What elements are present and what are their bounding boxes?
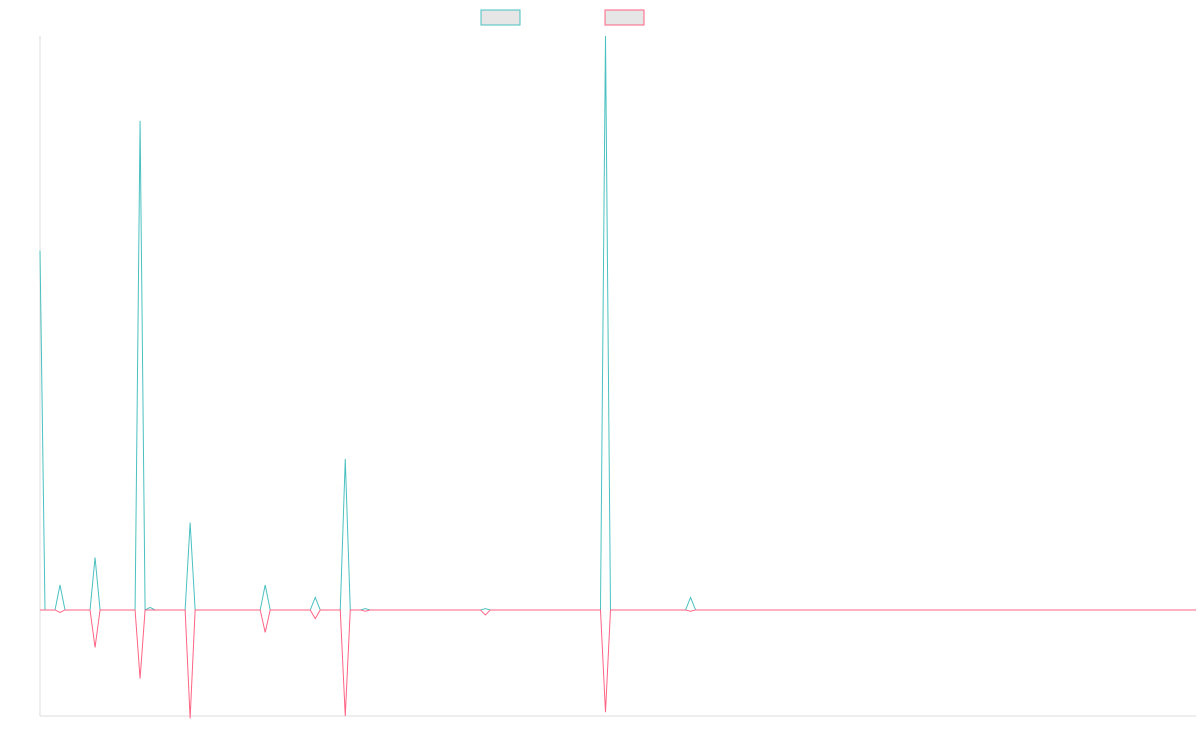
series-line-2 — [40, 609, 1196, 719]
legend-swatch-2[interactable] — [604, 9, 645, 26]
series-layer — [39, 35, 1196, 719]
series-line-1 — [39, 35, 1196, 611]
chart-legend[interactable] — [480, 9, 645, 26]
legend-swatch-1[interactable] — [480, 9, 521, 26]
